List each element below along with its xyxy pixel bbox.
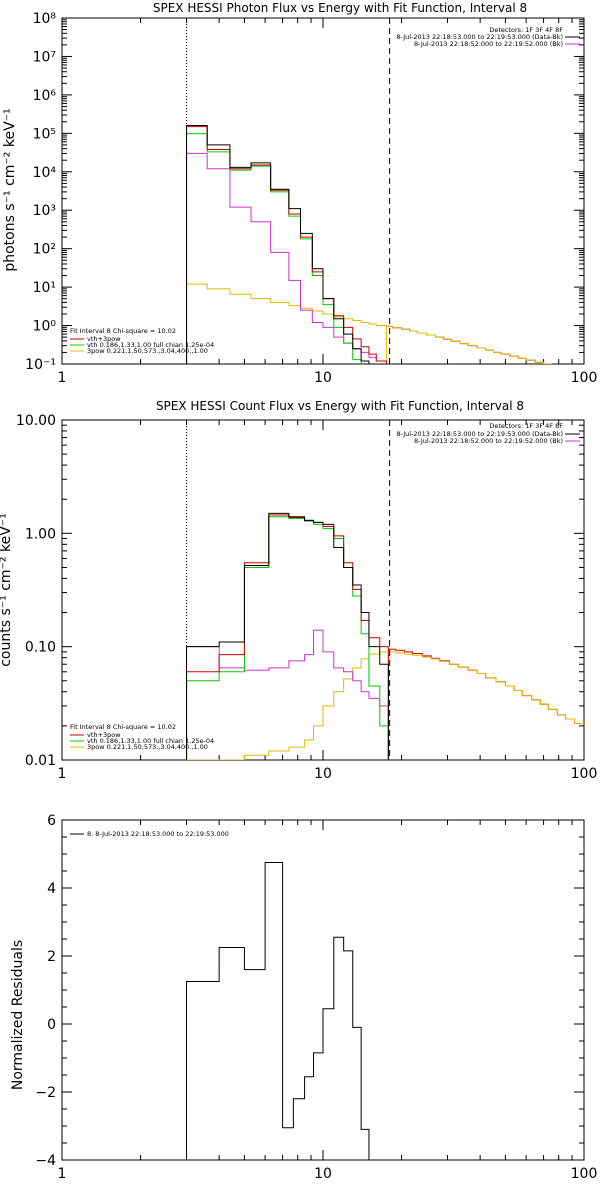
residuals-y-tick-label: −2 (35, 1085, 56, 1101)
photon-x-tick-label: 100 (571, 370, 598, 386)
residuals-y-tick-label: 0 (47, 1017, 56, 1033)
photon-series-3pow (186, 283, 387, 364)
count-detectors-label: Detectors: 1F 3F 4F 8F (489, 422, 563, 430)
photon-x-tick-label: 1 (58, 370, 67, 386)
count-tail-vth-3pow (388, 648, 584, 724)
count-series-vth (186, 516, 389, 760)
count-x-tick-label: 100 (571, 766, 598, 782)
residuals-plot-frame (61, 819, 585, 1161)
photon-time-legend: Detectors: 1F 3F 4F 8F 8-Jul-2013 22:18:… (396, 26, 580, 48)
photon-tail-3pow (386, 325, 552, 364)
photon-fit-vth: vth 0.186,1.33,1.00 full chian 1.25e-04 (87, 341, 214, 349)
photon-series-data-bk (186, 124, 387, 364)
residuals-y-tick-label: −4 (35, 1153, 56, 1169)
count-y-tick-label: 0.10 (25, 640, 56, 656)
residuals-series-residuals (186, 862, 389, 1160)
photon-fit-range-lines (186, 18, 391, 364)
count-axis-ticks: 1 10 100 0.01 0.10 1.00 10.00 (16, 413, 597, 782)
photon-panel-title: SPEX HESSI Photon Flux vs Energy with Fi… (153, 1, 527, 15)
photon-legend-data-bk: 8-Jul-2013 22:18:53.000 to 22:19:53.000 … (396, 33, 563, 41)
photon-y-tick-label: 10⁷ (33, 49, 56, 65)
photon-series-group (186, 124, 552, 364)
count-y-tick-label: 10.00 (16, 413, 56, 429)
photon-y-tick-label: 10⁸ (33, 11, 57, 27)
photon-y-tick-label: 10² (33, 242, 56, 258)
count-x-tick-label: 1 (58, 766, 67, 782)
count-series-group (186, 512, 584, 760)
count-series-vth-3pow (186, 514, 389, 760)
count-fit-total: vth+3pow (87, 731, 121, 739)
photon-legend-bk: 8-Jul-2013 22:18:52.000 to 22:19:52.000 … (414, 40, 563, 48)
photon-fit-interval: Fit Interval 8 Chi-square = 10.02 (70, 327, 176, 335)
photon-x-tick-label: 10 (314, 370, 332, 386)
count-y-tick-label: 1.00 (25, 526, 56, 542)
count-fit-legend: Fit Interval 8 Chi-square = 10.02 vth+3p… (70, 723, 214, 751)
residuals-y-tick-label: 2 (47, 949, 56, 965)
residuals-series-group (186, 862, 389, 1160)
photon-axis-ticks: 1 10 100 10⁻¹ 10⁰ 10¹ 10² 10³ 10⁴ 10⁵ 10⁶ 10⁷ 10⁸ (25, 11, 597, 386)
count-fit-3pow: 3pow 0.221,1.50,573.,3.04,400.,1.00 (87, 743, 208, 751)
photon-y-tick-label: 10⁰ (33, 319, 57, 335)
photon-y-tick-label: 10⁵ (33, 126, 56, 142)
photon-detectors-label: Detectors: 1F 3F 4F 8F (489, 26, 563, 34)
residuals-panel: Normalized Residuals 1 10 100 −4 −2 0 2 4 6 8. 8… (10, 813, 597, 1182)
residuals-legend: 8. 8-Jul-2013 22:18:53.000 to 22:19:53.0… (70, 830, 229, 838)
count-x-tick-label: 10 (314, 766, 332, 782)
photon-y-axis-label: photons s⁻¹ cm⁻² keV⁻¹ (2, 108, 18, 271)
residuals-x-tick-label: 10 (314, 1166, 332, 1182)
photon-y-tick-label: 10⁶ (33, 88, 57, 104)
count-fit-range-lines (186, 420, 391, 760)
count-fit-interval: Fit Interval 8 Chi-square = 10.02 (70, 723, 176, 731)
photon-series-vth-3pow (186, 126, 387, 364)
count-tail-3pow (388, 651, 584, 724)
residuals-x-tick-label: 1 (58, 1166, 67, 1182)
count-series-bk (186, 629, 389, 760)
photon-fit-legend: Fit Interval 8 Chi-square = 10.02 vth+3p… (70, 327, 214, 355)
photon-flux-panel: SPEX HESSI Photon Flux vs Energy with Fi… (2, 1, 597, 386)
residuals-y-axis-label: Normalized Residuals (10, 940, 26, 1090)
photon-y-tick-label: 10³ (33, 203, 56, 219)
count-flux-panel: SPEX HESSI Count Flux vs Energy with Fit… (0, 399, 597, 782)
photon-fit-total: vth+3pow (87, 335, 121, 343)
photon-fit-3pow: 3pow 0.221,1.50,573.,3.04,400.,1.00 (87, 347, 208, 355)
photon-y-tick-label: 10⁻¹ (25, 357, 56, 373)
photon-series-bk (186, 152, 387, 364)
count-panel-title: SPEX HESSI Count Flux vs Energy with Fit… (156, 399, 524, 413)
count-legend-data-bk: 8-Jul-2013 22:18:53.000 to 22:19:53.000 … (396, 430, 563, 438)
count-series-data-bk (186, 512, 389, 760)
count-legend-bk: 8-Jul-2013 22:18:52.000 to 22:19:52.000 … (414, 437, 563, 445)
residuals-legend-label: 8. 8-Jul-2013 22:18:53.000 to 22:19:53.0… (87, 830, 229, 838)
residuals-x-tick-label: 100 (571, 1166, 598, 1182)
count-time-legend: Detectors: 1F 3F 4F 8F 8-Jul-2013 22:18:… (396, 422, 580, 445)
residuals-y-tick-label: 4 (47, 881, 56, 897)
count-y-axis-label: counts s⁻¹ cm⁻² keV⁻¹ (0, 513, 14, 667)
photon-y-tick-label: 10⁴ (33, 165, 57, 181)
residuals-axis-ticks: 1 10 100 −4 −2 0 2 4 6 (35, 813, 597, 1182)
photon-y-tick-label: 10¹ (33, 280, 56, 296)
count-fit-vth: vth 0.186,1.33,1.00 full chian 1.25e-04 (87, 737, 214, 745)
count-y-tick-label: 0.01 (25, 753, 56, 769)
residuals-y-tick-label: 6 (47, 813, 56, 829)
